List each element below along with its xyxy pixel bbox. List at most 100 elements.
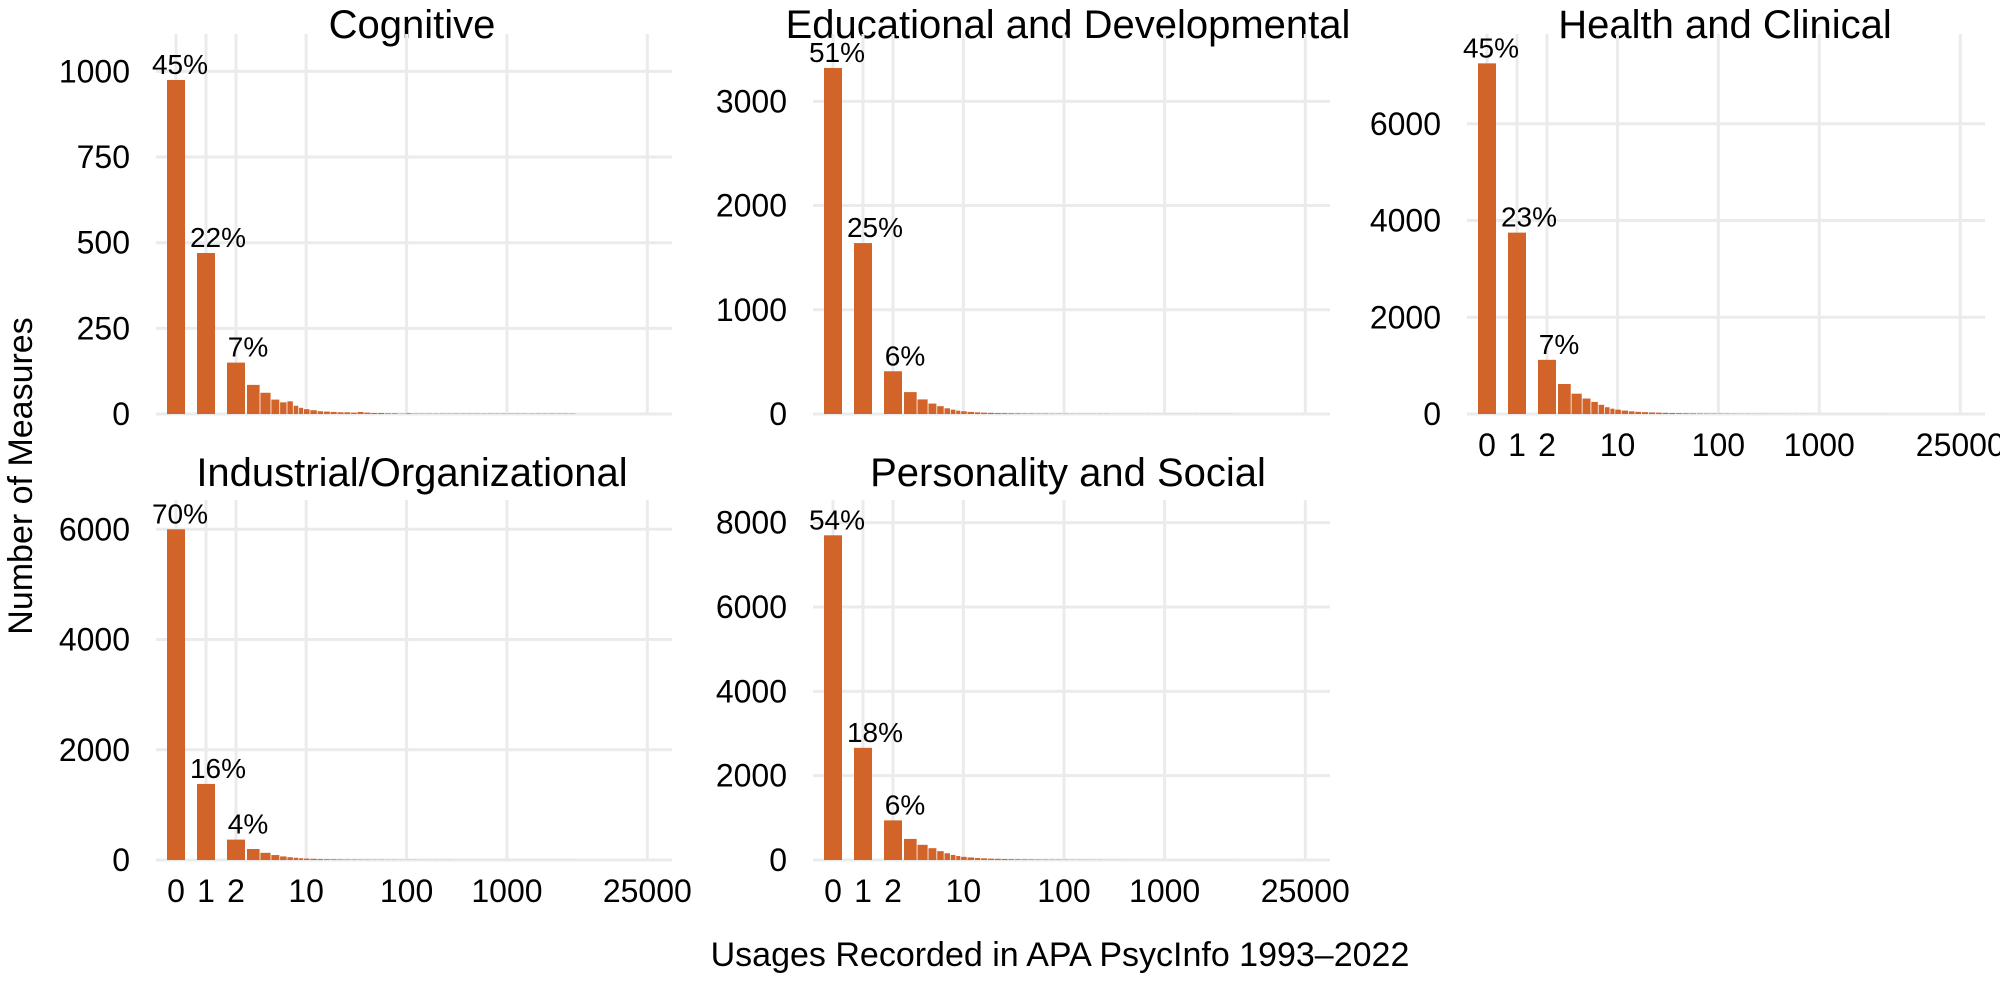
bar <box>247 384 260 414</box>
bar <box>197 783 215 860</box>
bar <box>330 411 337 414</box>
panel-personality-social: Personality and Social 0 2000 4000 6000 8000 0… <box>716 451 1350 909</box>
bar <box>1538 359 1556 414</box>
bar <box>1021 413 1028 414</box>
bar <box>303 858 310 860</box>
bar <box>950 854 956 860</box>
bar <box>956 410 961 414</box>
x-tick-label: 100 <box>1037 873 1090 909</box>
y-tick-label: 2000 <box>59 732 130 768</box>
bar <box>1675 413 1683 414</box>
x-tick-label: 2 <box>884 873 902 909</box>
y-tick-label: 0 <box>769 842 787 878</box>
bar <box>1689 413 1696 414</box>
bar <box>293 405 299 414</box>
x-tick-label: 2 <box>227 873 245 909</box>
bar <box>227 839 245 860</box>
bar <box>1648 412 1656 414</box>
bar <box>323 411 330 414</box>
bar <box>1655 412 1662 414</box>
y-tick-label: 0 <box>1423 396 1441 432</box>
bar <box>293 857 299 860</box>
x-tick-label: 100 <box>1692 427 1745 463</box>
bar <box>227 362 245 414</box>
bar-percent-label: 6% <box>885 789 925 820</box>
bar <box>944 408 950 414</box>
y-tick-label: 3000 <box>716 83 787 119</box>
bar-percent-label: 18% <box>847 717 903 748</box>
bar <box>247 848 260 860</box>
y-tick-label: 0 <box>769 396 787 432</box>
bar <box>974 857 981 860</box>
panel-title: Industrial/Organizational <box>196 451 627 495</box>
x-tick-label: 10 <box>1600 427 1636 463</box>
bar <box>961 856 967 860</box>
bar <box>299 858 304 860</box>
bar <box>317 411 324 414</box>
bar-percent-label: 70% <box>152 498 208 529</box>
bar <box>981 858 987 860</box>
x-tick-label: 1 <box>197 873 215 909</box>
bar <box>824 67 842 414</box>
y-tick-label: 6000 <box>716 589 787 625</box>
bar <box>260 852 271 860</box>
bar <box>344 412 351 414</box>
x-tick-label: 1000 <box>471 873 542 909</box>
x-tick-label: 25000 <box>1916 427 2000 463</box>
bar <box>337 412 344 414</box>
bar-percent-label: 22% <box>190 222 246 253</box>
panel-title: Cognitive <box>329 3 496 47</box>
bar <box>1014 413 1021 414</box>
bar <box>323 859 330 860</box>
bar <box>967 411 975 414</box>
bar <box>299 407 304 414</box>
panel-title: Personality and Social <box>870 451 1266 495</box>
bar <box>1571 393 1582 414</box>
bar <box>937 406 944 414</box>
bar <box>1028 413 1035 414</box>
bar <box>364 412 371 414</box>
bar-percent-label: 23% <box>1501 202 1557 233</box>
x-tick-label: 25000 <box>603 873 692 909</box>
bar <box>824 535 842 860</box>
bar <box>271 855 280 860</box>
bar <box>197 252 215 414</box>
panel-title: Educational and Developmental <box>786 3 1351 47</box>
y-tick-label: 8000 <box>716 505 787 541</box>
y-tick-label: 6000 <box>1370 106 1441 142</box>
bar <box>1001 413 1008 414</box>
bar-percent-label: 16% <box>190 753 246 784</box>
bar <box>1615 409 1621 414</box>
bar <box>330 859 337 860</box>
bar <box>1028 859 1035 860</box>
bar <box>1558 384 1571 414</box>
bar <box>884 820 902 860</box>
y-tick-label: 1000 <box>59 53 130 89</box>
bar <box>167 79 185 414</box>
bar <box>167 529 185 860</box>
bar <box>385 413 392 414</box>
bar <box>310 410 317 414</box>
bar <box>1696 413 1703 414</box>
bar <box>1629 411 1635 414</box>
bar <box>271 399 280 414</box>
y-tick-label: 250 <box>77 310 130 346</box>
bar <box>937 851 944 860</box>
bar <box>310 858 317 860</box>
bar <box>280 402 287 414</box>
y-tick-label: 0 <box>112 842 130 878</box>
bar <box>1642 412 1649 414</box>
x-axis-title: Usages Recorded in APA PsycInfo 1993–202… <box>711 936 1410 974</box>
bar <box>928 403 937 414</box>
bar <box>1582 398 1591 414</box>
bar <box>961 411 967 414</box>
bar <box>994 413 1001 414</box>
bar <box>337 859 344 860</box>
bar <box>904 392 917 414</box>
bar <box>928 848 937 860</box>
y-tick-label: 500 <box>77 225 130 261</box>
bar <box>317 859 324 860</box>
